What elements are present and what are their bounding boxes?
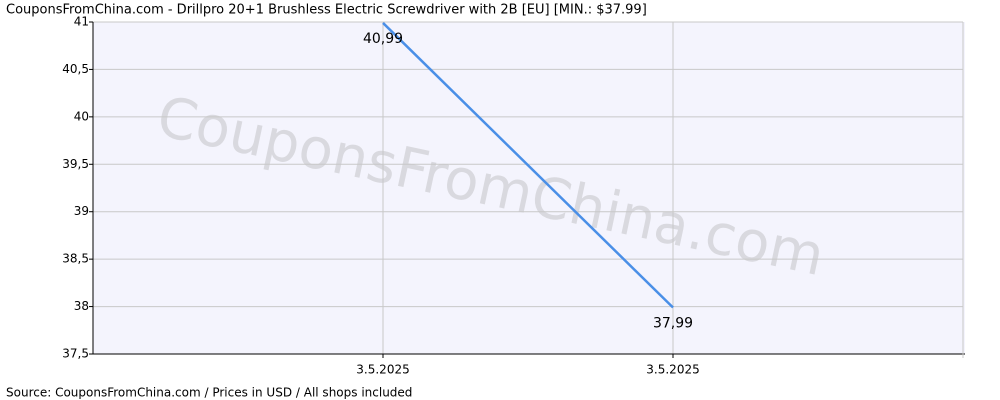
y-tick-label: 38 xyxy=(74,299,89,313)
value-label: 37,99 xyxy=(653,316,693,332)
value-label: 40,99 xyxy=(363,31,403,47)
footer: Source: CouponsFromChina.com / Prices in… xyxy=(6,386,412,400)
y-tick-label: 41 xyxy=(74,15,89,29)
y-tick-label: 40,5 xyxy=(62,62,89,76)
plot-area xyxy=(93,22,965,354)
x-tick-label: 3.5.2025 xyxy=(646,363,699,377)
y-tick-label: 40 xyxy=(74,109,89,123)
y-tick-label: 38,5 xyxy=(62,252,89,266)
y-tick-label: 37,5 xyxy=(62,347,89,361)
price-line xyxy=(382,22,674,309)
y-tick-label: 39 xyxy=(74,204,89,218)
plot: 37,5 38 38,5 39 39,5 40 40,5 41 3.5.2025 3.5.2025… xyxy=(62,15,963,377)
x-tick-label: 3.5.2025 xyxy=(356,363,409,377)
y-tick-label: 39,5 xyxy=(62,157,89,171)
chart-title: CouponsFromChina.com - Drillpro 20+1 Bru… xyxy=(6,3,647,18)
